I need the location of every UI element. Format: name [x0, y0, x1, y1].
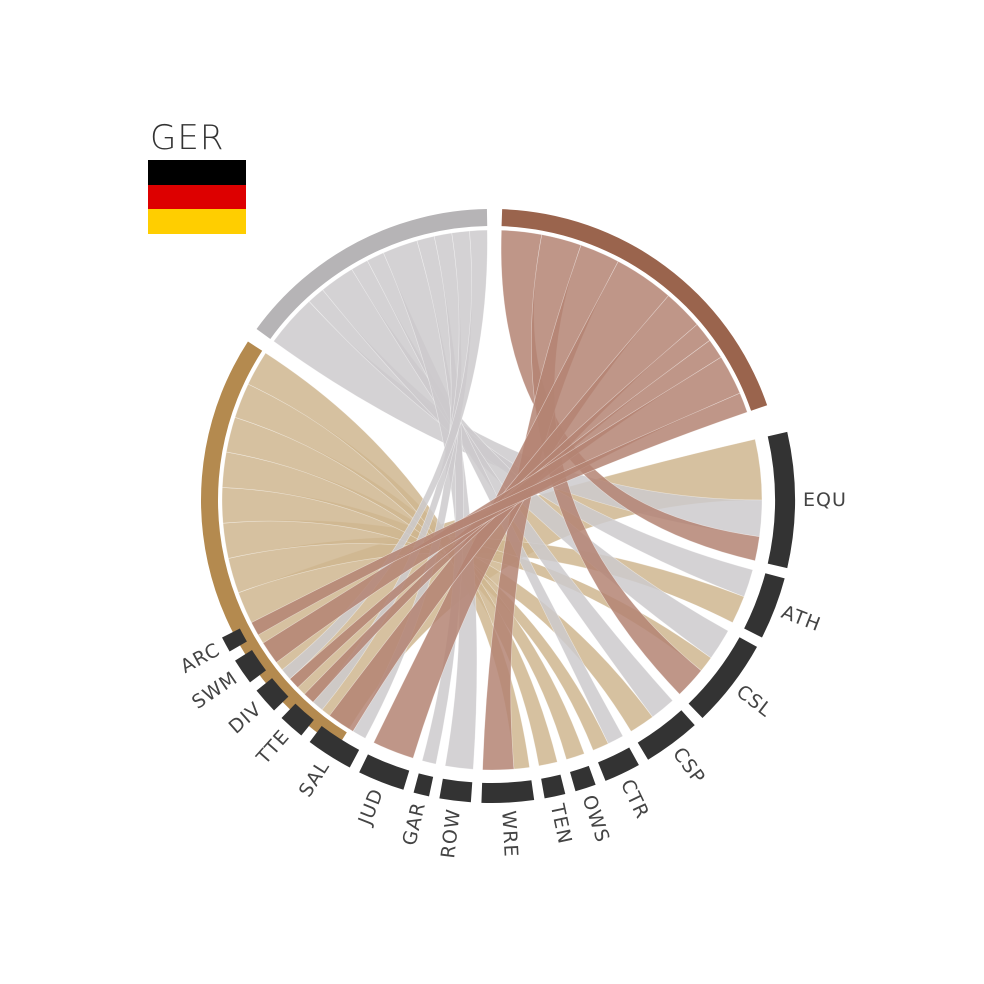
sport-label-ows: OWS [578, 792, 614, 845]
sport-label-csp: CSP [668, 743, 709, 788]
sport-label-sal: SAL [295, 756, 335, 801]
sport-arc-jud [359, 754, 410, 790]
sport-label-wre: WRE [497, 810, 521, 858]
medal-arc-silver [256, 209, 488, 339]
sport-label-tte: TTE [252, 726, 294, 770]
sport-arc-tte [281, 703, 314, 736]
sport-arc-ath [744, 573, 785, 638]
ribbon-silver-div [281, 229, 488, 680]
sport-arc-csp [637, 710, 695, 760]
ribbons-layer [221, 229, 763, 771]
sport-arc-equ [767, 431, 796, 569]
ribbon-bronze-arc [251, 392, 748, 636]
sport-arc-wre [481, 780, 535, 803]
sport-arc-arc [222, 628, 247, 652]
sport-label-ctr: CTR [616, 776, 654, 823]
sport-label-jud: JUD [354, 785, 388, 829]
sport-label-gar: GAR [398, 800, 430, 848]
country-code: GER [150, 118, 225, 158]
sport-label-ath: ATH [778, 601, 824, 636]
flag-icon [148, 160, 246, 234]
sport-label-equ: EQU [803, 489, 847, 511]
sport-arc-ows [570, 765, 596, 792]
sport-arc-sal [309, 726, 360, 768]
sport-arc-row [439, 778, 473, 803]
sport-arc-ten [541, 774, 566, 799]
flag-stripe-gold [148, 209, 246, 234]
flag-stripe-red [148, 184, 246, 210]
sport-label-div: DIV [225, 698, 267, 738]
sport-arc-ctr [598, 747, 639, 781]
ribbon-gold-wre [247, 352, 530, 770]
sport-arc-div [256, 678, 289, 711]
flag-stripe-black [148, 160, 246, 185]
medal-arc-bronze [501, 209, 768, 411]
arcs-layer [201, 209, 796, 803]
sport-label-row: ROW [437, 807, 465, 859]
sport-label-ten: TEN [546, 801, 576, 846]
sport-arc-csl [688, 637, 758, 718]
sport-label-csl: CSL [732, 681, 776, 722]
sport-arc-gar [413, 773, 434, 797]
sport-label-swm: SWM [188, 667, 242, 714]
sport-label-arc: ARC [177, 639, 224, 678]
sport-arc-swm [235, 649, 266, 683]
